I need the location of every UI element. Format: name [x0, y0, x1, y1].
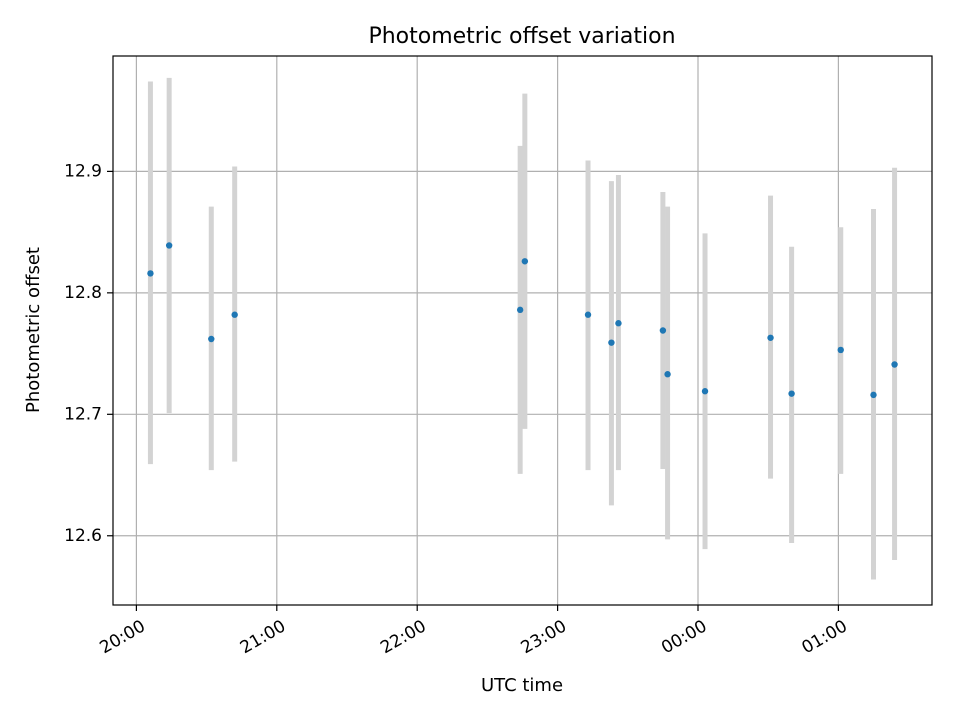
data-point	[837, 346, 844, 354]
x-axis-ticks: 20:00 21:00 22:00 23:00 00:00 01:00	[96, 605, 851, 658]
data-point	[608, 339, 615, 346]
error-bars	[147, 77, 898, 580]
data-point	[615, 320, 622, 327]
data-point	[659, 327, 667, 334]
y-tick-label: 12.8	[64, 283, 102, 303]
x-tick-label: 21:00	[237, 616, 289, 658]
data-point	[891, 361, 898, 368]
data-point	[767, 334, 774, 341]
plot-frame	[112, 55, 933, 606]
data-point	[788, 390, 795, 397]
data-point	[231, 311, 238, 318]
data-point	[208, 335, 215, 343]
data-point	[147, 270, 154, 277]
x-tick-label: 01:00	[798, 616, 850, 658]
x-axis-label: UTC time	[481, 675, 563, 696]
data-point	[165, 242, 173, 249]
data-point	[701, 388, 709, 395]
data-point	[516, 306, 524, 314]
x-tick-label: 22:00	[377, 616, 429, 658]
y-tick-label: 12.9	[64, 161, 102, 181]
y-axis-ticks: 12.6 12.7 12.8 12.9	[64, 161, 113, 546]
data-point	[664, 371, 671, 378]
x-tick-label: 23:00	[518, 616, 570, 658]
data-point	[584, 311, 592, 318]
data-point	[521, 258, 529, 265]
y-axis-label: Photometric offset	[23, 247, 44, 413]
y-tick-label: 12.7	[64, 404, 102, 424]
x-tick-label: 20:00	[96, 616, 148, 658]
x-tick-label: 00:00	[658, 616, 710, 658]
y-tick-label: 12.6	[64, 526, 102, 546]
chart-title: Photometric offset variation	[368, 24, 675, 49]
data-points	[147, 242, 898, 399]
data-point	[870, 391, 877, 399]
